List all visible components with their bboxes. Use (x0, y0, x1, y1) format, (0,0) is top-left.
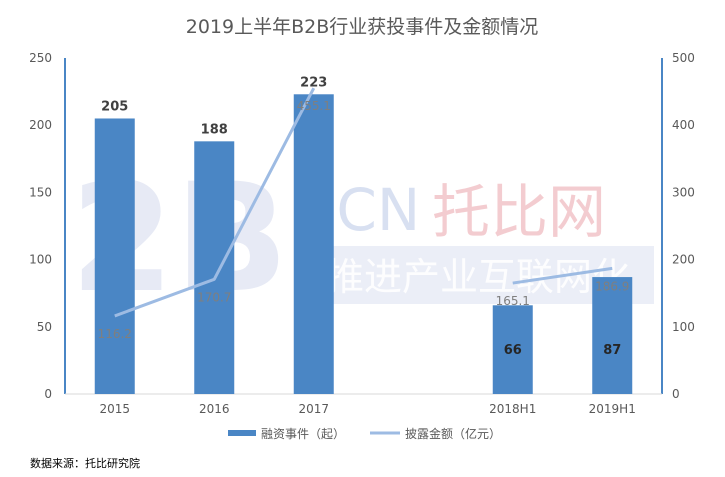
line-value-label: 170.7 (197, 290, 231, 304)
legend-label-bar: 融资事件（起） (261, 427, 345, 441)
left-tick-label: 50 (37, 320, 52, 334)
right-tick-label: 0 (672, 387, 680, 401)
legend-swatch-bar (228, 430, 256, 436)
line-series (114, 87, 613, 318)
right-axis-ticks: 0 100 200 300 400 500 (672, 51, 695, 401)
bar (94, 118, 135, 394)
bar (492, 305, 533, 394)
line-segment (512, 266, 613, 285)
watermark-brand: 托比网 (432, 178, 606, 246)
line-value-label: 186.9 (595, 279, 629, 293)
bar-value-label: 188 (201, 122, 228, 137)
bar-value-label: 223 (300, 75, 327, 90)
right-tick-label: 500 (672, 51, 695, 65)
line-segment (114, 87, 316, 318)
line-value-label: 116.2 (98, 327, 132, 341)
legend-label-line: 披露金额（亿元） (405, 426, 501, 441)
watermark-cn: .CN (318, 176, 420, 244)
bar (194, 141, 235, 394)
left-tick-label: 100 (29, 253, 52, 267)
x-tick-label: 2016 (199, 402, 230, 416)
right-tick-label: 100 (672, 320, 695, 334)
right-tick-label: 300 (672, 185, 695, 199)
watermark-slogan: 推进产业互联网化 (326, 255, 630, 299)
x-tick-label: 2017 (298, 402, 329, 416)
line-value-label: 165.1 (496, 294, 530, 308)
left-tick-label: 0 (44, 387, 52, 401)
right-tick-label: 200 (672, 253, 695, 267)
bar (293, 94, 334, 395)
bar-value-label: 205 (101, 99, 128, 114)
source-note: 数据来源：托比研究院 (30, 456, 140, 470)
data-labels: 205 188 223 66 87 116.2 170.7 455.1 165.1 186.9 (98, 75, 630, 358)
watermark: 2B .CN 托比网 推进产业互联网化 (70, 152, 654, 326)
left-tick-label: 250 (29, 51, 52, 65)
legend: 融资事件（起） 披露金额（亿元） (228, 426, 501, 441)
bar (592, 277, 633, 394)
bar-value-label: 66 (504, 343, 522, 358)
x-tick-label: 2018H1 (489, 402, 536, 416)
x-tick-label: 2015 (99, 402, 130, 416)
chart-title: 2019上半年B2B行业获投事件及金额情况 (186, 16, 539, 38)
x-tick-label: 2019H1 (589, 402, 636, 416)
bar-series (94, 94, 633, 395)
left-tick-label: 150 (29, 185, 52, 199)
x-axis-ticks: 2015 2016 2017 2018H1 2019H1 (99, 402, 635, 416)
bar-value-label: 87 (603, 343, 621, 358)
right-tick-label: 400 (672, 118, 695, 132)
line-value-label: 455.1 (297, 99, 331, 113)
left-tick-label: 200 (29, 118, 52, 132)
left-axis-ticks: 0 50 100 150 200 250 (29, 51, 52, 401)
